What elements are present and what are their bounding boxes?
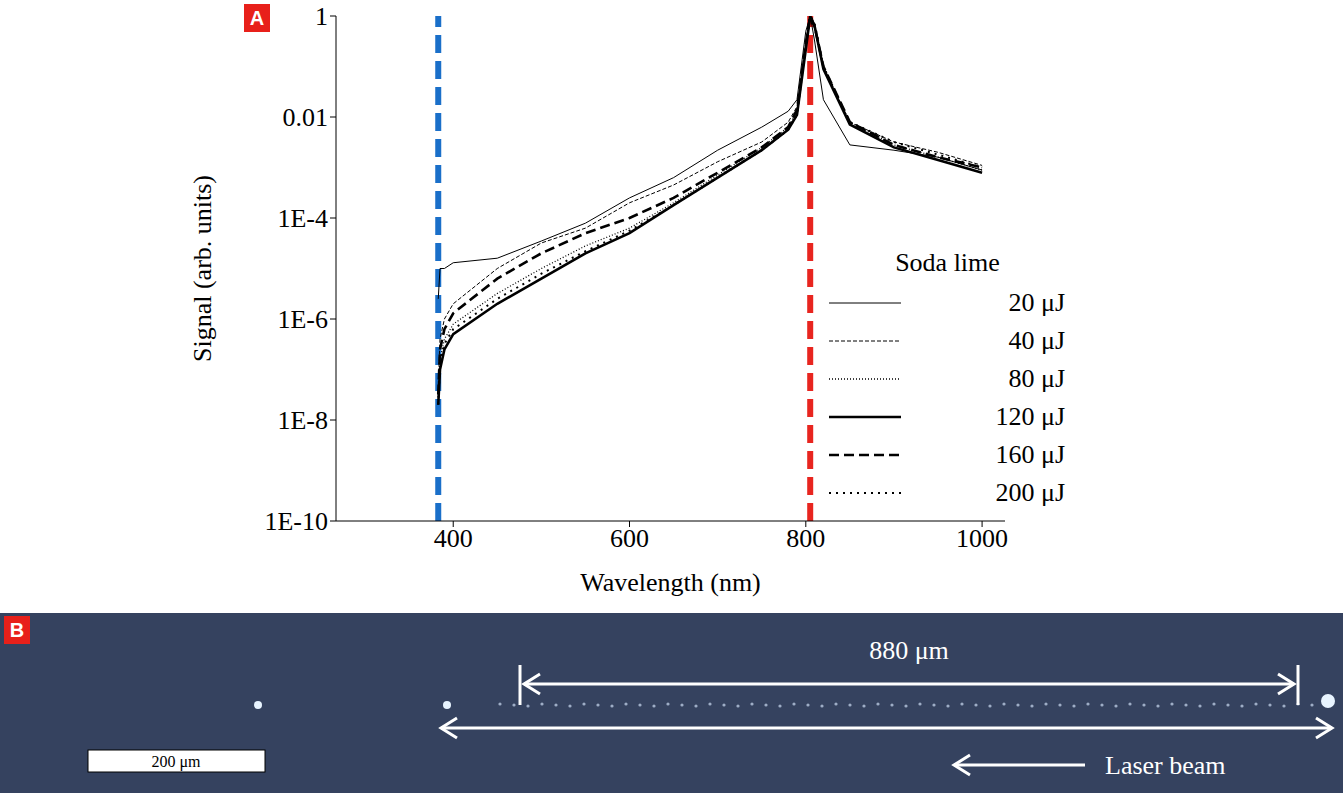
html-text:A: A xyxy=(249,7,265,29)
svg-text:Wavelength (nm): Wavelength (nm) xyxy=(580,568,761,597)
svg-text:200 μm: 200 μm xyxy=(151,753,201,771)
svg-text:1E-8: 1E-8 xyxy=(277,406,328,435)
svg-text:1E-6: 1E-6 xyxy=(277,305,328,334)
html-text:200 μJ: 200 μJ xyxy=(995,478,1065,507)
svg-text:1000: 1000 xyxy=(956,524,1008,553)
html-text:20 μJ: 20 μJ xyxy=(1008,288,1065,317)
svg-text:Laser beam: Laser beam xyxy=(1105,751,1226,780)
html-text:160 μJ: 160 μJ xyxy=(995,440,1065,469)
svg-text:880 μm: 880 μm xyxy=(869,636,949,665)
svg-text:600: 600 xyxy=(610,524,649,553)
svg-text:400: 400 xyxy=(434,524,473,553)
svg-text:Signal (arb. units): Signal (arb. units) xyxy=(188,175,217,362)
svg-text:1E-10: 1E-10 xyxy=(264,507,328,536)
svg-text:1E-4: 1E-4 xyxy=(277,204,328,233)
svg-text:800: 800 xyxy=(786,524,825,553)
html-text:B: B xyxy=(9,619,25,641)
html-text:80 μJ: 80 μJ xyxy=(1008,364,1065,393)
svg-text:1: 1 xyxy=(315,2,328,31)
html-text:120 μJ: 120 μJ xyxy=(995,402,1065,431)
html-text:Soda lime: Soda lime xyxy=(895,248,1000,277)
svg-text:0.01: 0.01 xyxy=(283,103,329,132)
html-text:40 μJ: 40 μJ xyxy=(1008,326,1065,355)
